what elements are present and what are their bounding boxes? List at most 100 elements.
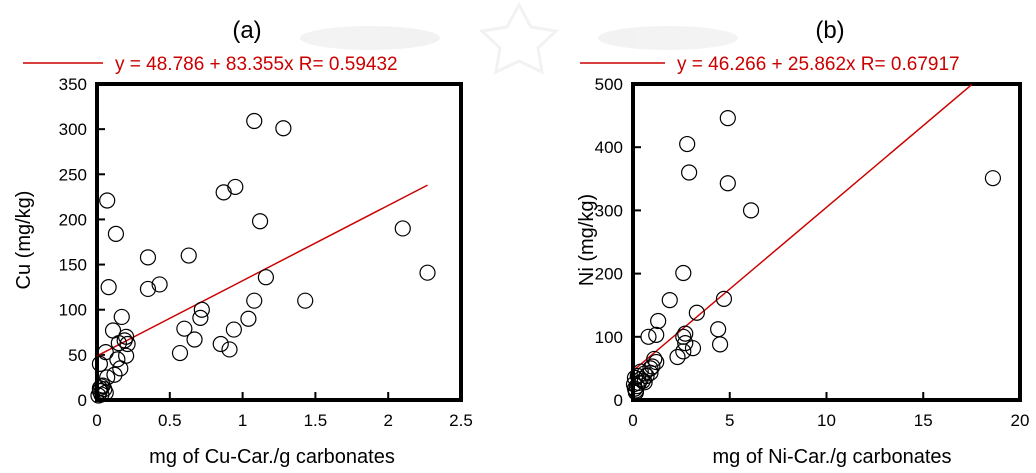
chart-b-x-axis-label: mg of Ni-Car./g carbonates bbox=[713, 446, 952, 468]
chart-b-data-point bbox=[627, 382, 645, 399]
chart-a-data-point bbox=[171, 344, 189, 362]
chart-a-data-point bbox=[251, 213, 269, 230]
chart-a-title: (a) bbox=[232, 17, 261, 44]
chart-a-data-point bbox=[257, 269, 274, 286]
chart-a-data-point bbox=[394, 220, 411, 237]
chart-b-data-point bbox=[648, 326, 665, 344]
chart-a-data-point bbox=[119, 335, 136, 353]
chart-b-y-tick-label: 500 bbox=[595, 75, 623, 94]
chart-b-data-point bbox=[636, 365, 653, 382]
chart-b-data-point bbox=[625, 376, 643, 393]
chart-a-data-point bbox=[93, 386, 110, 403]
chart-b-data-point bbox=[684, 340, 702, 357]
chart-b-x-tick-label: 20 bbox=[1011, 411, 1030, 430]
chart-a-data-point bbox=[225, 321, 242, 338]
chart-b-data-point bbox=[626, 369, 644, 386]
chart-a-x-tick-label: 2 bbox=[383, 411, 392, 430]
chart-b-data-point bbox=[648, 353, 665, 371]
chart-b-legend-text: y = 46.266 + 25.862x R= 0.67917 bbox=[677, 54, 960, 75]
chart-a-x-tick-label: 1.5 bbox=[304, 411, 328, 430]
chart-a-x-tick-label: 2.5 bbox=[449, 411, 473, 430]
chart-b-data-point bbox=[650, 312, 667, 330]
chart-b-data-point bbox=[669, 348, 686, 366]
chart-b-data-point bbox=[640, 328, 657, 345]
chart-a-data-point bbox=[109, 351, 126, 368]
chart-b-data-point bbox=[675, 264, 692, 282]
chart-b-y-tick-label: 100 bbox=[595, 328, 623, 347]
chart-b-title: (b) bbox=[815, 17, 844, 44]
chart-b-data-point bbox=[632, 363, 649, 380]
chart-a-y-tick-label: 350 bbox=[59, 75, 87, 94]
chart-a-data-point bbox=[212, 335, 229, 353]
chart-b-x-tick-label: 0 bbox=[628, 411, 637, 430]
chart-a-data-point bbox=[139, 280, 157, 298]
chart-a-data-point bbox=[112, 360, 129, 377]
chart-b-y-tick-label: 0 bbox=[614, 391, 623, 410]
chart-a-data-point bbox=[297, 292, 314, 309]
chart-b-x-tick-label: 5 bbox=[725, 411, 734, 430]
chart-a-data-point bbox=[419, 264, 436, 281]
chart-b-data-point bbox=[742, 202, 760, 219]
chart-b-data-point bbox=[661, 292, 678, 309]
chart-b-data-point bbox=[719, 110, 736, 127]
chart-b-y-tick-label: 400 bbox=[595, 138, 623, 157]
chart-b-x-tick-label: 10 bbox=[817, 411, 836, 430]
chart-a-x-tick-label: 1 bbox=[238, 411, 247, 430]
chart-a-y-tick-label: 250 bbox=[59, 165, 87, 184]
chart-a-data-point bbox=[180, 247, 197, 264]
chart-b-data-point bbox=[688, 304, 705, 321]
chart-a-data-point bbox=[100, 279, 117, 296]
chart-b-data-point bbox=[677, 335, 694, 352]
chart-a-data-point bbox=[91, 355, 109, 372]
chart-a-data-point bbox=[94, 377, 111, 394]
chart-a-data-point bbox=[151, 276, 168, 293]
chart-b-data-point bbox=[677, 325, 694, 342]
chart-a-data-point bbox=[246, 112, 263, 130]
chart-a-x-tick-label: 0.5 bbox=[158, 411, 182, 430]
chart-a-x-tick-label: 0 bbox=[92, 411, 101, 430]
chart-a-data-point bbox=[215, 184, 232, 201]
chart-a-x-axis-label: mg of Cu-Car./g carbonates bbox=[149, 446, 395, 468]
chart-b-data-point bbox=[681, 164, 698, 181]
chart-a-data-point bbox=[106, 366, 123, 383]
chart-a-data-point bbox=[192, 309, 209, 326]
chart-b-y-axis-label: Ni (mg/kg) bbox=[576, 194, 598, 286]
chart-a-y-tick-label: 300 bbox=[59, 120, 87, 139]
chart-a-data-point bbox=[275, 120, 292, 137]
chart-b-data-point bbox=[642, 360, 659, 377]
chart-b-data-point bbox=[710, 321, 727, 338]
chart-b-fit-line bbox=[632, 84, 973, 372]
chart-a-data-point bbox=[99, 192, 116, 209]
chart-b-y-tick-label: 300 bbox=[595, 201, 623, 220]
chart-a-y-tick-label: 100 bbox=[59, 301, 87, 320]
chart-a-data-point bbox=[240, 310, 257, 327]
chart-b-data-point bbox=[679, 135, 696, 153]
chart-b-data-point bbox=[636, 374, 653, 391]
chart-a-data-point bbox=[186, 331, 203, 348]
chart-b-data-point bbox=[984, 170, 1002, 187]
chart-b-x-tick-label: 15 bbox=[914, 411, 933, 430]
chart-a-data-point bbox=[176, 320, 193, 337]
chart-a-data-point bbox=[221, 341, 238, 358]
chart-a-data-point bbox=[91, 380, 109, 397]
chart-a-y-tick-label: 50 bbox=[68, 346, 87, 365]
chart-a-data-point bbox=[246, 292, 263, 309]
chart-a-y-axis-label: Cu (mg/kg) bbox=[13, 191, 35, 290]
chart-b-data-point bbox=[675, 343, 692, 360]
chart-a-data-point bbox=[139, 249, 157, 266]
chart-a-data-point bbox=[227, 178, 244, 196]
chart-b-data-point bbox=[715, 290, 733, 307]
chart-a-legend-text: y = 48.786 + 83.355x R= 0.59432 bbox=[115, 54, 398, 75]
chart-a-y-tick-label: 150 bbox=[59, 256, 87, 275]
chart-b-y-tick-label: 200 bbox=[595, 265, 623, 284]
chart-a-data-point bbox=[107, 225, 125, 242]
chart-a-data-point bbox=[113, 308, 130, 326]
chart-b-data-point bbox=[711, 336, 729, 353]
chart-a-plot-frame bbox=[95, 82, 463, 402]
chart-a-y-tick-label: 200 bbox=[59, 210, 87, 229]
chart-a-data-point bbox=[193, 301, 210, 318]
chart-b-data-point bbox=[719, 175, 736, 192]
chart-a-y-tick-label: 0 bbox=[78, 391, 87, 410]
